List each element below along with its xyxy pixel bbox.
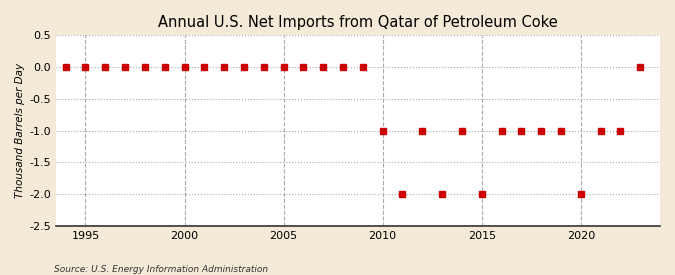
Title: Annual U.S. Net Imports from Qatar of Petroleum Coke: Annual U.S. Net Imports from Qatar of Pe…	[158, 15, 558, 30]
Y-axis label: Thousand Barrels per Day: Thousand Barrels per Day	[15, 63, 25, 198]
Text: Source: U.S. Energy Information Administration: Source: U.S. Energy Information Administ…	[54, 265, 268, 274]
